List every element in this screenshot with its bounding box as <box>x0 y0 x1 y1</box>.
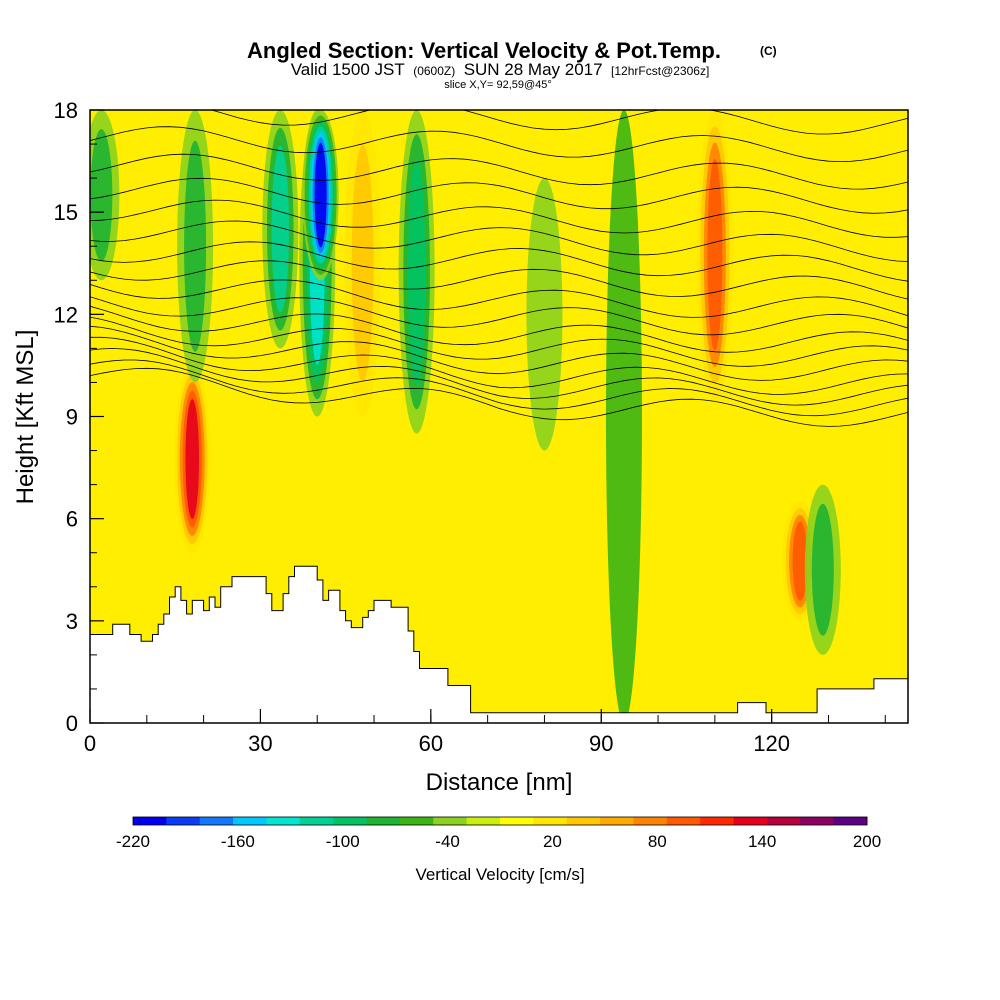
x-axis-label: Distance [nm] <box>426 769 573 796</box>
pot-temp-contour-14 <box>90 153 908 190</box>
pot-temp-contour-6 <box>90 305 908 353</box>
x-tick-label-0: 0 <box>84 731 96 756</box>
x-tick-label-3: 90 <box>589 731 613 756</box>
colorbar-tick-label-0: -220 <box>116 832 150 851</box>
y-tick-label-5: 15 <box>54 200 78 225</box>
y-tick-label-1: 3 <box>66 609 78 634</box>
velocity-feature-9-level-1 <box>605 110 642 723</box>
colorbar-tick-label-5: 80 <box>648 832 667 851</box>
chart-subtitle: Valid 1500 JST (0600Z) SUN 28 May 2017 [… <box>291 60 710 79</box>
pot-temp-contour-16 <box>210 110 908 135</box>
colorbar-swatch-8 <box>399 817 434 825</box>
chart-title-units: (C) <box>760 44 777 58</box>
pot-temp-contour-9 <box>90 260 908 300</box>
velocity-feature-6-level-2 <box>351 144 374 383</box>
pot-temp-contour-4 <box>90 325 908 381</box>
colorbar-tick-label-6: 140 <box>748 832 776 851</box>
velocity-feature-7-level-3 <box>407 158 426 385</box>
colorbar-swatch-0 <box>133 817 167 825</box>
colorbar-swatch-1 <box>166 817 201 825</box>
subtitle-forecast: [12hrFcst@2306z] <box>611 64 709 78</box>
pot-temp-contour-0 <box>90 367 908 427</box>
y-axis-ticks: 0 3 6 9 12 15 18 <box>54 98 104 736</box>
pot-temp-contour-10 <box>90 241 908 282</box>
colorbar-swatch-16 <box>666 817 701 825</box>
velocity-feature-8-level-1 <box>526 178 563 451</box>
colorbar-swatch-3 <box>233 817 267 825</box>
colorbar-swatch-13 <box>566 817 601 825</box>
colorbar-swatch-15 <box>633 817 668 825</box>
y-tick-label-4: 12 <box>54 302 78 327</box>
pot-temp-contour-11 <box>90 220 908 262</box>
x-tick-label-1: 30 <box>248 731 272 756</box>
pot-temp-contour-15 <box>90 126 908 163</box>
colorbar-swatch-10 <box>466 817 501 825</box>
velocity-feature-5-level-7 <box>314 142 327 248</box>
velocity-feature-2-level-2 <box>184 140 207 352</box>
pot-temp-contour-5 <box>90 316 908 367</box>
y-axis-label: Height [Kft MSL] <box>12 330 39 505</box>
colorbar-tick-label-1: -160 <box>221 832 255 851</box>
velocity-feature-0-level-2 <box>90 129 113 262</box>
slice-info: slice X,Y= 92,59@45° <box>444 79 552 91</box>
colorbar-swatch-6 <box>333 817 368 825</box>
colorbar-swatch-18 <box>733 817 768 825</box>
x-tick-label-4: 120 <box>753 731 790 756</box>
pot-temp-contour-1 <box>90 359 908 417</box>
subtitle-date: SUN 28 May 2017 <box>464 60 603 79</box>
colorbar: -220 -160 -100 -40 20 80 140 200 <box>116 816 881 851</box>
subtitle-utc: (0600Z) <box>413 64 455 78</box>
pot-temp-contour-7 <box>90 296 908 336</box>
y-tick-label-3: 9 <box>66 405 78 430</box>
colorbar-swatch-21 <box>833 817 868 825</box>
colorbar-swatch-12 <box>533 817 568 825</box>
plot-area <box>90 110 908 723</box>
velocity-feature-12-level-2 <box>811 503 834 636</box>
colorbar-swatch-4 <box>266 817 301 825</box>
colorbar-swatch-7 <box>366 817 401 825</box>
colorbar-tick-label-7: 200 <box>853 832 881 851</box>
y-tick-label-6: 18 <box>54 98 78 123</box>
pot-temp-contour-8 <box>90 279 908 318</box>
colorbar-tick-label-2: -100 <box>326 832 360 851</box>
colorbar-swatch-20 <box>800 817 835 825</box>
x-tick-label-2: 60 <box>419 731 443 756</box>
velocity-feature-10-level-4 <box>707 158 723 351</box>
colorbar-swatch-9 <box>433 817 468 825</box>
colorbar-tick-label-3: -40 <box>435 832 460 851</box>
velocity-feature-11-level-4 <box>792 521 808 601</box>
y-tick-label-2: 6 <box>66 507 78 532</box>
colorbar-label: Vertical Velocity [cm/s] <box>415 865 584 884</box>
pot-temp-contour-2 <box>90 348 908 406</box>
y-tick-label-0: 0 <box>66 711 78 736</box>
pot-temp-contour-12 <box>90 199 908 238</box>
colorbar-swatch-11 <box>500 817 534 825</box>
potential-temperature-contours <box>90 110 908 427</box>
terrain-mask <box>90 565 908 723</box>
velocity-feature-3-level-3 <box>271 145 289 313</box>
chart-title: Angled Section: Vertical Velocity & Pot.… <box>247 38 721 63</box>
pot-temp-contour-13 <box>90 177 908 214</box>
colorbar-swatch-5 <box>299 817 334 825</box>
colorbar-swatch-2 <box>199 817 234 825</box>
subtitle-valid: Valid 1500 JST <box>291 60 405 79</box>
colorbar-swatch-14 <box>600 817 634 825</box>
x-axis-ticks: 0 30 60 90 120 <box>84 709 886 756</box>
colorbar-swatch-17 <box>700 817 735 825</box>
colorbar-swatch-19 <box>766 817 801 825</box>
pot-temp-contour-3 <box>90 336 908 395</box>
colorbar-tick-label-4: 20 <box>543 832 562 851</box>
colorbar-frame <box>132 816 868 826</box>
velocity-feature-1-level-5 <box>185 399 200 519</box>
